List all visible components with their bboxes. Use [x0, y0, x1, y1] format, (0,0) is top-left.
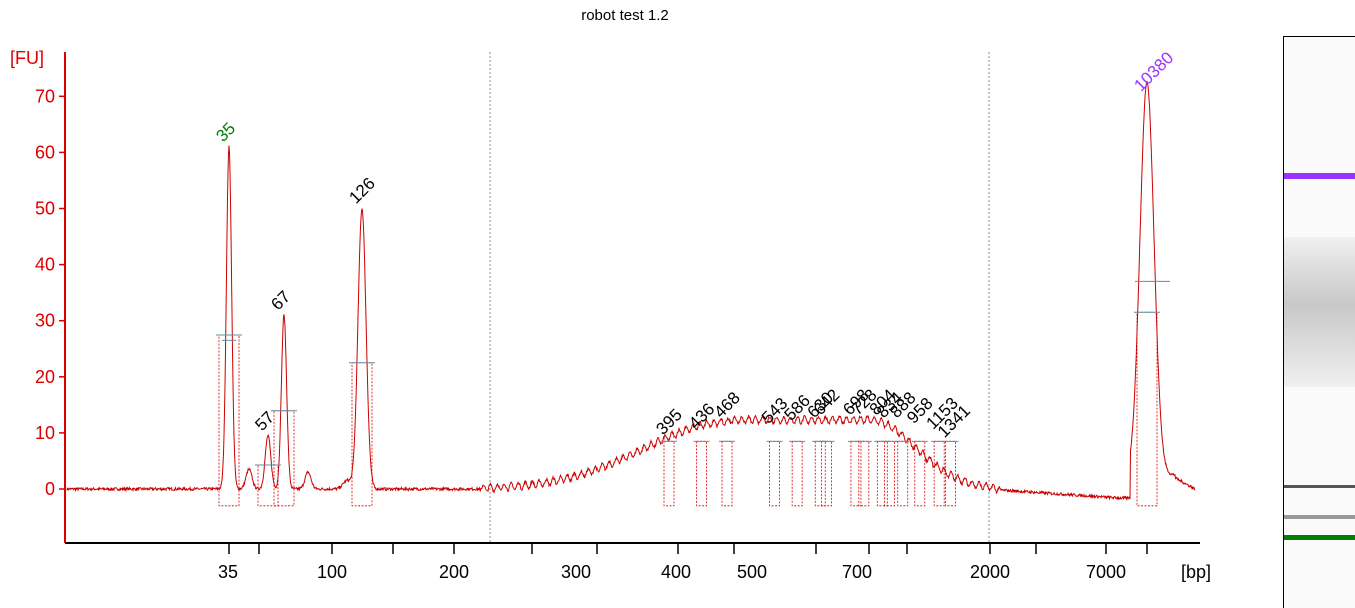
peak-region	[876, 440, 888, 507]
x-tick-label: 300	[561, 562, 591, 582]
trace-layer	[66, 81, 1196, 501]
peak-region	[721, 440, 733, 507]
peak-region	[663, 440, 675, 507]
peak-region	[814, 440, 826, 507]
peak-markers	[216, 280, 1170, 466]
peak-region	[1136, 311, 1158, 507]
electropherogram-chart: robot test 1.2 [FU] [bp] 0 10 20 30 40 50 60 70…	[10, 7, 1211, 582]
peak-regions	[218, 311, 1158, 507]
y-tick-label: 10	[35, 423, 55, 443]
region-dividers	[489, 52, 990, 543]
peak-region	[884, 440, 896, 507]
gel-smear	[1284, 237, 1355, 387]
y-tick-label: 50	[35, 199, 55, 219]
x-tick-label: 100	[317, 562, 347, 582]
peak-region	[351, 362, 373, 507]
x-tick-label: 400	[661, 562, 691, 582]
chart-title: robot test 1.2	[581, 7, 669, 24]
x-axis-ticks: 35 100 200 300 400 500 700 2000 7000	[218, 543, 1148, 582]
peak-region	[218, 334, 240, 507]
y-tick-label: 60	[35, 142, 55, 162]
peak-region	[821, 440, 832, 507]
peak-label: 468	[710, 388, 743, 421]
peak-region	[850, 440, 862, 507]
peak-region	[769, 440, 780, 507]
y-tick-label: 40	[35, 255, 55, 275]
y-axis-label: [FU]	[10, 48, 44, 68]
peak-region	[933, 440, 945, 507]
peak-region	[897, 440, 909, 507]
axes	[64, 52, 1200, 544]
peak-label: 35	[212, 119, 239, 146]
gel-band-band-126	[1284, 485, 1355, 488]
y-tick-label: 20	[35, 367, 55, 387]
peak-label: 67	[267, 287, 294, 314]
peak-region	[257, 464, 279, 507]
gel-image	[1283, 36, 1355, 608]
x-tick-label: 2000	[970, 562, 1010, 582]
peak-label: 126	[345, 174, 378, 207]
trace-line	[66, 81, 1196, 501]
x-tick-label: 35	[218, 562, 238, 582]
x-axis-label: [bp]	[1181, 562, 1211, 582]
x-tick-label: 500	[737, 562, 767, 582]
y-tick-label: 0	[45, 479, 55, 499]
y-axis-ticks: 0 10 20 30 40 50 60 70	[35, 86, 65, 499]
x-tick-label: 700	[842, 562, 872, 582]
peak-region	[273, 410, 295, 507]
peak-region	[858, 440, 870, 507]
peak-region	[696, 440, 707, 507]
gel-band-upper-marker	[1284, 173, 1355, 179]
y-tick-label: 30	[35, 311, 55, 331]
gel-band-lower-marker	[1284, 535, 1355, 540]
peak-label: 10380	[1130, 48, 1177, 95]
x-tick-label: 200	[439, 562, 469, 582]
peak-region	[791, 440, 803, 507]
x-tick-label: 7000	[1086, 562, 1126, 582]
y-tick-label: 70	[35, 86, 55, 106]
gel-band-band-67	[1284, 515, 1355, 519]
